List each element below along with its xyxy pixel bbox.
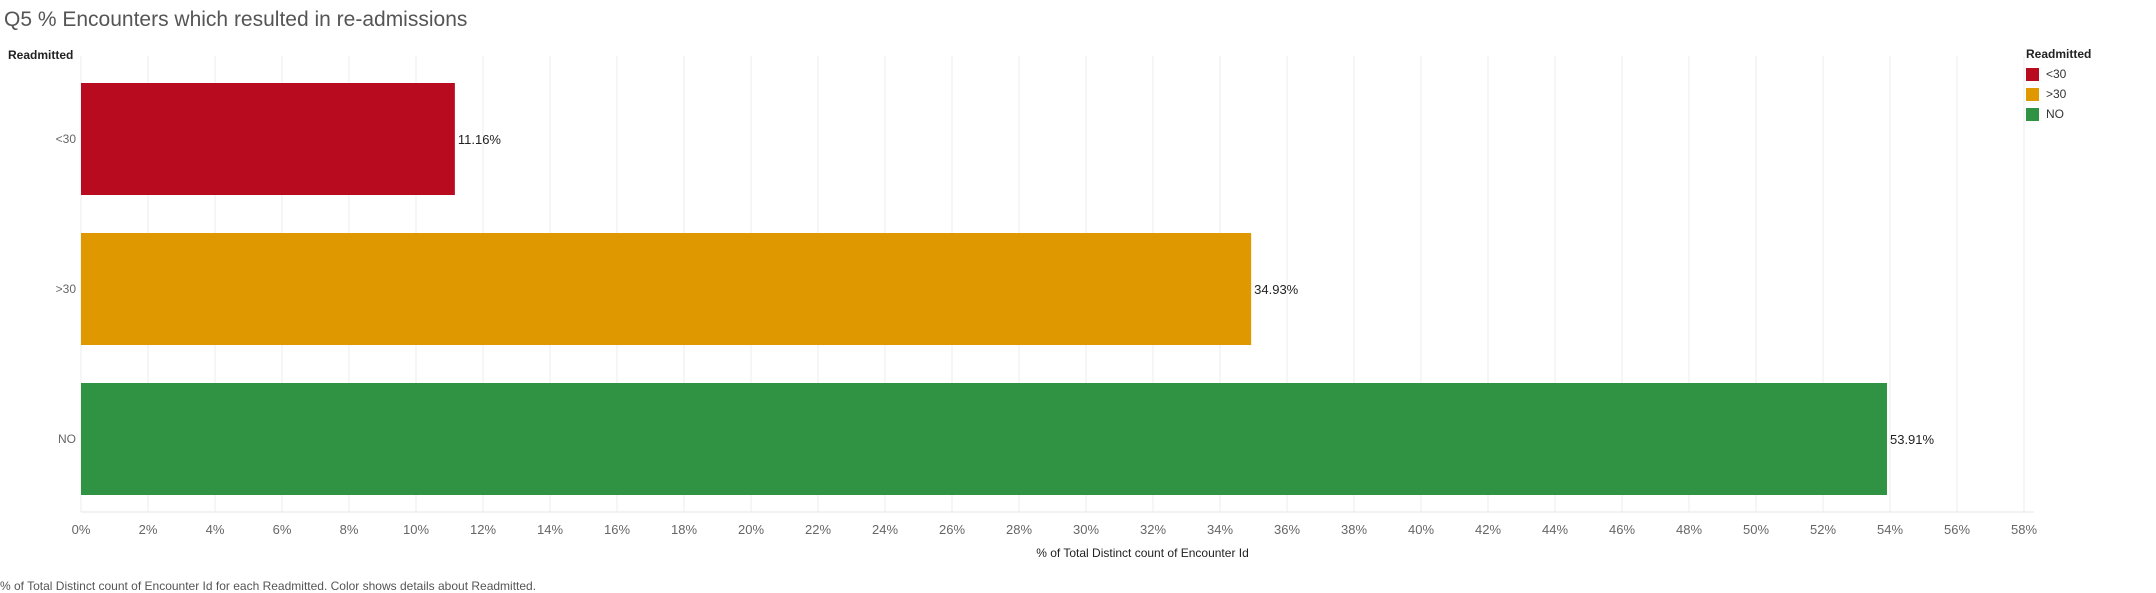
legend-title: Readmitted [2026, 47, 2092, 61]
x-tick-label: 56% [1944, 522, 1970, 537]
x-tick-label: 4% [206, 522, 225, 537]
x-axis-title: % of Total Distinct count of Encounter I… [1036, 546, 1249, 560]
x-tick-label: 14% [537, 522, 563, 537]
legend-item-no[interactable]: NO [2026, 104, 2091, 124]
legend-item-lt30[interactable]: <30 [2026, 64, 2091, 84]
data-label: 53.91% [1890, 432, 1935, 447]
x-tick-label: 58% [2011, 522, 2037, 537]
legend-item-gt30[interactable]: >30 [2026, 84, 2091, 104]
x-tick-label: 34% [1207, 522, 1233, 537]
x-tick-label: 8% [340, 522, 359, 537]
bar-chart: 0% 2% 4% 6% 8% 10% 12% 14% 16% 18% 20% 22% 24% 26% 28%… [56, 56, 2037, 560]
category-label: <30 [56, 132, 77, 146]
x-tick-label: 22% [805, 522, 831, 537]
row-header: Readmitted [8, 48, 74, 62]
x-tick-label: 44% [1542, 522, 1568, 537]
legend: Readmitted <30 >30 NO [2026, 47, 2091, 124]
x-tick-label: 40% [1408, 522, 1434, 537]
category-label: >30 [56, 282, 77, 296]
legend-label: >30 [2046, 87, 2067, 101]
legend-swatch [2026, 107, 2039, 121]
x-tick-label: 0% [72, 522, 91, 537]
bar [81, 383, 1887, 495]
x-tick-label: 28% [1006, 522, 1032, 537]
data-label: 34.93% [1254, 282, 1299, 297]
x-tick-label: 6% [273, 522, 292, 537]
x-tick-label: 20% [738, 522, 764, 537]
legend-label: NO [2046, 107, 2064, 121]
x-tick-label: 2% [139, 522, 158, 537]
bar [81, 233, 1252, 345]
x-tick-label: 12% [470, 522, 496, 537]
x-tick-label: 32% [1140, 522, 1166, 537]
x-tick-label: 36% [1274, 522, 1300, 537]
x-tick-label: 38% [1341, 522, 1367, 537]
x-tick-label: 48% [1676, 522, 1702, 537]
x-tick-label: 52% [1810, 522, 1836, 537]
bar [81, 83, 455, 195]
x-tick-label: 26% [939, 522, 965, 537]
x-tick-label: 24% [872, 522, 898, 537]
x-tick-label: 54% [1877, 522, 1903, 537]
x-tick-label: 50% [1743, 522, 1769, 537]
data-label: 11.16% [458, 132, 502, 147]
chart-title: Q5 % Encounters which resulted in re-adm… [4, 8, 468, 31]
legend-swatch [2026, 67, 2039, 81]
legend-swatch [2026, 87, 2039, 101]
x-tick-label: 30% [1073, 522, 1099, 537]
legend-label: <30 [2046, 67, 2067, 81]
x-tick-label: 18% [671, 522, 697, 537]
category-label: NO [58, 432, 76, 446]
x-tick-label: 46% [1609, 522, 1635, 537]
x-tick-label: 42% [1475, 522, 1501, 537]
x-tick-label: 16% [604, 522, 630, 537]
caption: % of Total Distinct count of Encounter I… [0, 579, 537, 593]
x-tick-label: 10% [403, 522, 429, 537]
